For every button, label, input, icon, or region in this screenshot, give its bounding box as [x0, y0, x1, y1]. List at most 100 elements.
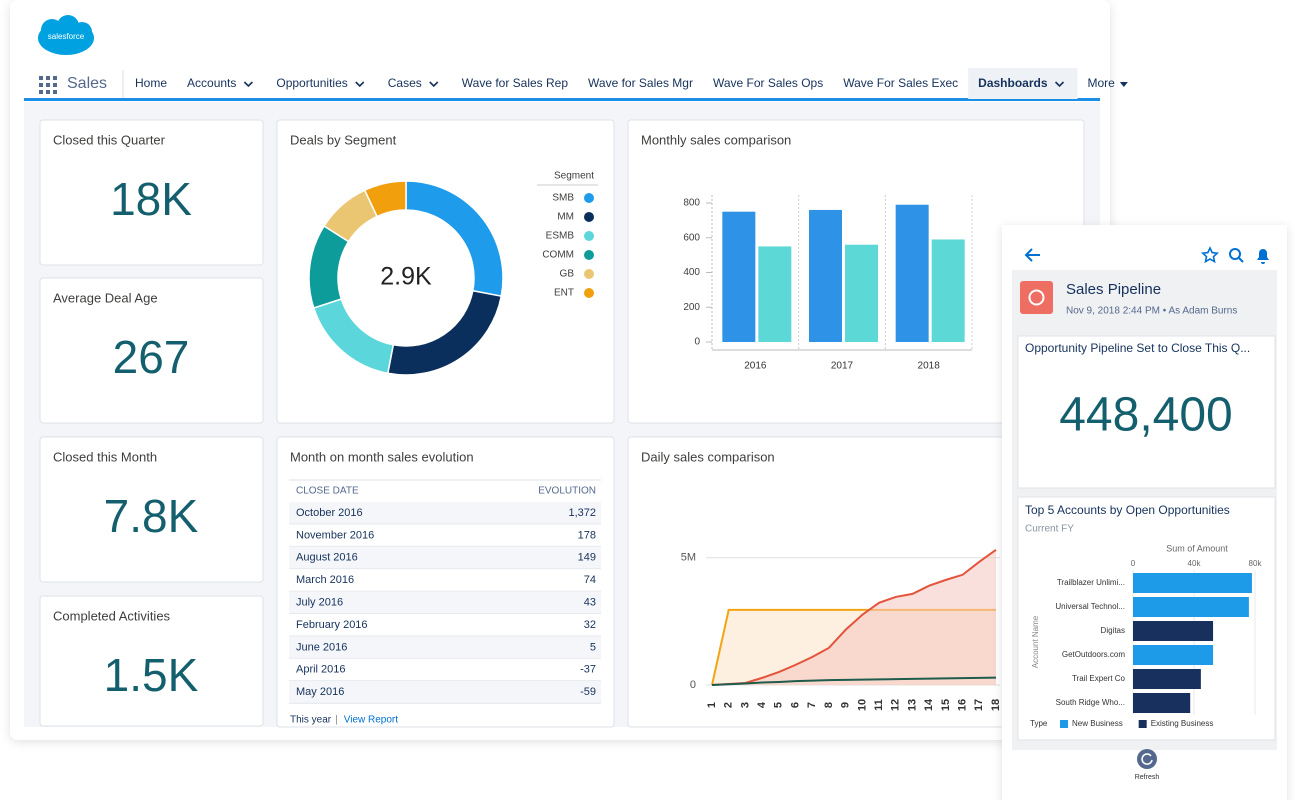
metric-title: Average Deal Age: [53, 290, 158, 305]
chart-title: Daily sales comparison: [641, 449, 775, 464]
refresh-button[interactable]: [1137, 749, 1157, 769]
legend-swatch: [584, 231, 594, 241]
table-cell: 74: [584, 574, 596, 586]
y-tick-label: GetOutdoors.com: [1062, 650, 1125, 659]
nav-item[interactable]: Accounts: [187, 76, 236, 90]
chart-title: Deals by Segment: [290, 132, 397, 147]
metric-title: Closed this Month: [53, 449, 157, 464]
launcher-dot: [39, 76, 43, 80]
x-tick-label: 11: [873, 699, 885, 711]
y-tick-label: Universal Technol...: [1055, 602, 1125, 611]
x-tick-label: 17: [973, 699, 985, 711]
table-row: [289, 569, 601, 592]
launcher-dot: [53, 76, 57, 80]
nav-item[interactable]: Wave For Sales Exec: [843, 76, 958, 90]
table-row: [289, 591, 601, 614]
search-icon[interactable]: [1229, 248, 1241, 260]
legend-swatch: [584, 212, 594, 222]
y-tick-label: 5M: [681, 552, 696, 564]
nav-item[interactable]: Opportunities: [276, 76, 347, 90]
x-tick-label: 2018: [918, 361, 941, 372]
table-cell: -59: [580, 686, 596, 698]
legend-label: GB: [560, 269, 575, 280]
x-tick-label: 2017: [831, 361, 854, 372]
bar: [1133, 669, 1201, 689]
mobile-title: Sales Pipeline: [1066, 281, 1161, 298]
y-tick-label: 0: [690, 679, 696, 691]
footer-link[interactable]: View Report: [344, 715, 399, 726]
bar: [1133, 693, 1191, 713]
nav-item[interactable]: Cases: [388, 76, 422, 90]
back-arrow[interactable]: [1024, 248, 1040, 262]
legend-label: SMB: [552, 193, 574, 204]
table-cell: 32: [584, 619, 596, 631]
legend-swatch: [584, 193, 594, 203]
launcher-dot: [39, 83, 43, 87]
table-row: [289, 524, 601, 547]
table-title: Month on month sales evolution: [290, 449, 474, 464]
refresh-glyph: [1141, 753, 1153, 765]
table-cell: October 2016: [296, 507, 363, 519]
nav-bar: [24, 68, 1100, 100]
table-cell: 178: [578, 529, 596, 541]
table-cell: -37: [580, 664, 596, 676]
x-tick-label: 2016: [744, 361, 767, 372]
x-tick-label: 4: [756, 701, 768, 708]
table-cell: April 2016: [296, 664, 346, 676]
nav-item[interactable]: Home: [135, 76, 167, 90]
dropdown-chevron: [355, 81, 365, 88]
table-cell: 5: [590, 641, 596, 653]
x-tick-label: 7: [806, 702, 818, 708]
launcher-dot: [39, 90, 43, 94]
star-icon[interactable]: [1200, 246, 1220, 264]
metric-title: Completed Activities: [53, 608, 171, 623]
metric-card: [1017, 335, 1276, 489]
launcher-dot: [46, 83, 50, 87]
x-tick-label: 12: [890, 699, 902, 711]
legend-label: ESMB: [546, 231, 575, 242]
dropdown-chevron: [1054, 81, 1065, 88]
x-tick-label: 1: [706, 702, 718, 708]
chart-subtitle: Current FY: [1025, 524, 1074, 535]
nav-item[interactable]: More: [1088, 76, 1116, 90]
nav-item[interactable]: Wave For Sales Ops: [713, 76, 823, 90]
launcher-dot: [46, 90, 50, 94]
nav-underline: [24, 98, 1100, 101]
metric-card: [39, 119, 264, 266]
nav-items: Home Accounts Opportunities Cases Wave for S…: [135, 68, 1128, 99]
app-name: Sales: [67, 75, 107, 92]
legend-label: ENT: [554, 288, 574, 299]
bar: [895, 204, 929, 342]
dropdown-chevron: [429, 81, 439, 88]
chart-title: Monthly sales comparison: [641, 132, 791, 147]
table-cell: February 2016: [296, 619, 368, 631]
nav-item[interactable]: Wave for Sales Mgr: [588, 76, 693, 90]
x-tick-label: 18: [990, 699, 1002, 711]
metric-card: [39, 277, 264, 424]
legend-swatch: [1138, 720, 1147, 728]
refresh-label[interactable]: Refresh: [1135, 774, 1160, 781]
bell-icon[interactable]: [1257, 249, 1269, 264]
x-axis-title: Sum of Amount: [1166, 543, 1228, 553]
line-plot: [706, 549, 1000, 686]
bar: [1133, 645, 1214, 665]
x-tick-label: 8: [823, 702, 835, 708]
app-launcher[interactable]: [39, 76, 57, 94]
table-row: [289, 636, 601, 659]
metric-title: Closed this Quarter: [53, 132, 166, 147]
nav-item[interactable]: Wave for Sales Rep: [462, 76, 569, 90]
bar: [1133, 621, 1214, 641]
metric-value: 7.8K: [104, 490, 199, 542]
x-tick-label: 5: [773, 702, 785, 708]
table-cell: July 2016: [296, 597, 343, 609]
metric-value: 448,400: [1059, 389, 1233, 442]
table-cell: May 2016: [296, 686, 344, 698]
table-cell: August 2016: [296, 552, 358, 564]
bar: [809, 209, 842, 342]
y-tick-label: 800: [683, 198, 700, 209]
nav-item[interactable]: Dashboards: [978, 76, 1048, 90]
line: [711, 549, 997, 686]
metric-value: 18K: [110, 173, 192, 225]
